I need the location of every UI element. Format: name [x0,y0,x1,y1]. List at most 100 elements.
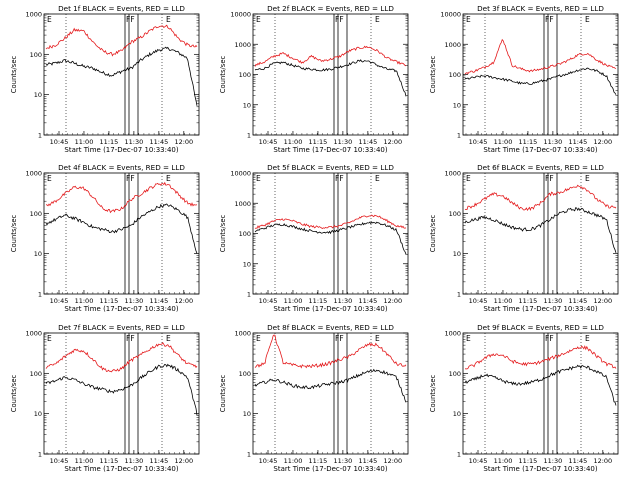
x-tick-label: 10:45 [469,457,488,465]
x-axis-label: Start Time (17-Dec-07 10:33:40) [273,305,387,313]
series-line-lld [45,341,198,373]
y-axis-label: Counts/sec [10,215,18,253]
flag-label: E [585,15,590,24]
y-tick-label: 1 [247,451,251,459]
plot-frame [252,13,409,136]
flag-label: FF [545,174,554,183]
y-tick-label: 1 [457,291,461,299]
x-tick-label: 11:45 [358,297,377,305]
y-tick-label: 100 [449,370,461,378]
x-tick-label: 10:45 [50,457,69,465]
plot-frame [252,332,409,455]
flag-label: E [375,174,380,183]
chart-title: Det 1f BLACK = Events, RED = LLD [58,4,185,13]
y-tick-label: 10 [34,250,42,258]
x-tick-label: 11:45 [149,297,168,305]
y-tick-label: 1000 [234,200,251,208]
y-axis-label: Counts/sec [219,215,227,253]
flag-label: FF [545,334,554,343]
y-axis-label: Counts/sec [10,375,18,413]
series-line-lld [254,214,407,229]
x-tick-label: 12:00 [383,138,402,146]
flag-label: E [256,334,261,343]
x-tick-label: 11:30 [334,457,353,465]
y-tick-label: 1000 [444,170,461,178]
chart-panel-3: Det 3f BLACK = Events, RED = LLD 1 10 100 10… [429,4,619,154]
series-line-lld [464,184,617,211]
x-tick-label: 12:00 [174,297,193,305]
x-tick-label: 11:15 [100,297,119,305]
x-tick-label: 11:15 [100,138,119,146]
chart-panel-4: Det 4f BLACK = Events, RED = LLD 1 10 100 10… [10,163,200,313]
chart-panel-5: Det 5f BLACK = Events, RED = LLD 1 10 100 10… [219,163,409,313]
x-axis-label: Start Time (17-Dec-07 10:33:40) [64,146,178,154]
x-tick-label: 11:00 [494,297,513,305]
x-axis-label: Start Time (17-Dec-07 10:33:40) [273,465,387,473]
x-tick-label: 11:30 [334,297,353,305]
series-line-events [45,203,198,254]
flag-label: FF [335,174,344,183]
x-axis-label: Start Time (17-Dec-07 10:33:40) [64,465,178,473]
chart-title: Det 8f BLACK = Events, RED = LLD [267,323,394,332]
flag-label: E [166,15,171,24]
series-line-events [45,46,198,106]
x-tick-label: 11:45 [568,138,587,146]
x-tick-label: 10:45 [259,297,278,305]
x-tick-label: 10:45 [259,138,278,146]
x-tick-label: 11:00 [284,297,303,305]
y-tick-label: 1 [38,451,42,459]
y-tick-label: 10 [34,410,42,418]
x-tick-label: 11:45 [358,457,377,465]
x-tick-label: 11:30 [544,138,563,146]
series-line-events [464,364,617,406]
chart-title: Det 5f BLACK = Events, RED = LLD [267,163,394,172]
y-axis-label: Counts/sec [429,375,437,413]
chart-title: Det 9f BLACK = Events, RED = LLD [477,323,604,332]
plot-frame [462,332,619,455]
y-tick-label: 100 [449,210,461,218]
x-tick-label: 11:15 [519,297,538,305]
y-axis-label: Counts/sec [10,56,18,94]
x-tick-label: 11:00 [75,138,94,146]
y-axis-label: Counts/sec [219,375,227,413]
chart-title: Det 7f BLACK = Events, RED = LLD [58,323,185,332]
flag-label: E [466,15,471,24]
x-tick-label: 11:45 [568,297,587,305]
y-tick-label: 1000 [25,11,42,19]
x-tick-label: 11:30 [125,457,144,465]
x-tick-label: 11:45 [149,457,168,465]
flag-label: FF [126,174,135,183]
x-tick-label: 11:15 [309,457,328,465]
plot-frame [43,332,200,455]
x-tick-label: 11:00 [284,138,303,146]
chart-panel-8: Det 8f BLACK = Events, RED = LLD 1 10 100 10… [219,323,409,473]
chart-title: Det 2f BLACK = Events, RED = LLD [267,4,394,13]
x-axis-label: Start Time (17-Dec-07 10:33:40) [64,305,178,313]
series-line-lld [45,181,198,214]
x-tick-label: 11:15 [309,138,328,146]
flag-label: E [256,15,261,24]
y-tick-label: 10 [243,101,251,109]
flag-label: E [466,334,471,343]
y-tick-label: 100 [30,51,42,59]
flag-label: E [256,174,261,183]
x-tick-label: 11:00 [284,457,303,465]
flag-label: FF [126,334,135,343]
x-tick-label: 10:45 [259,457,278,465]
y-tick-label: 1 [457,451,461,459]
chart-panel-1: Det 1f BLACK = Events, RED = LLD 1 10 100 10… [10,4,200,154]
x-tick-label: 11:30 [334,138,353,146]
plot-frame [462,13,619,136]
y-tick-label: 10 [34,91,42,99]
x-tick-label: 11:45 [149,138,168,146]
x-axis-label: Start Time (17-Dec-07 10:33:40) [483,465,597,473]
x-axis-label: Start Time (17-Dec-07 10:33:40) [483,146,597,154]
y-tick-label: 100 [239,230,251,238]
x-tick-label: 10:45 [469,138,488,146]
y-tick-label: 10000 [440,11,461,19]
y-tick-label: 1000 [234,330,251,338]
y-tick-label: 1 [247,132,251,140]
y-axis-label: Counts/sec [219,56,227,94]
x-tick-label: 11:45 [568,457,587,465]
x-tick-label: 11:00 [75,297,94,305]
